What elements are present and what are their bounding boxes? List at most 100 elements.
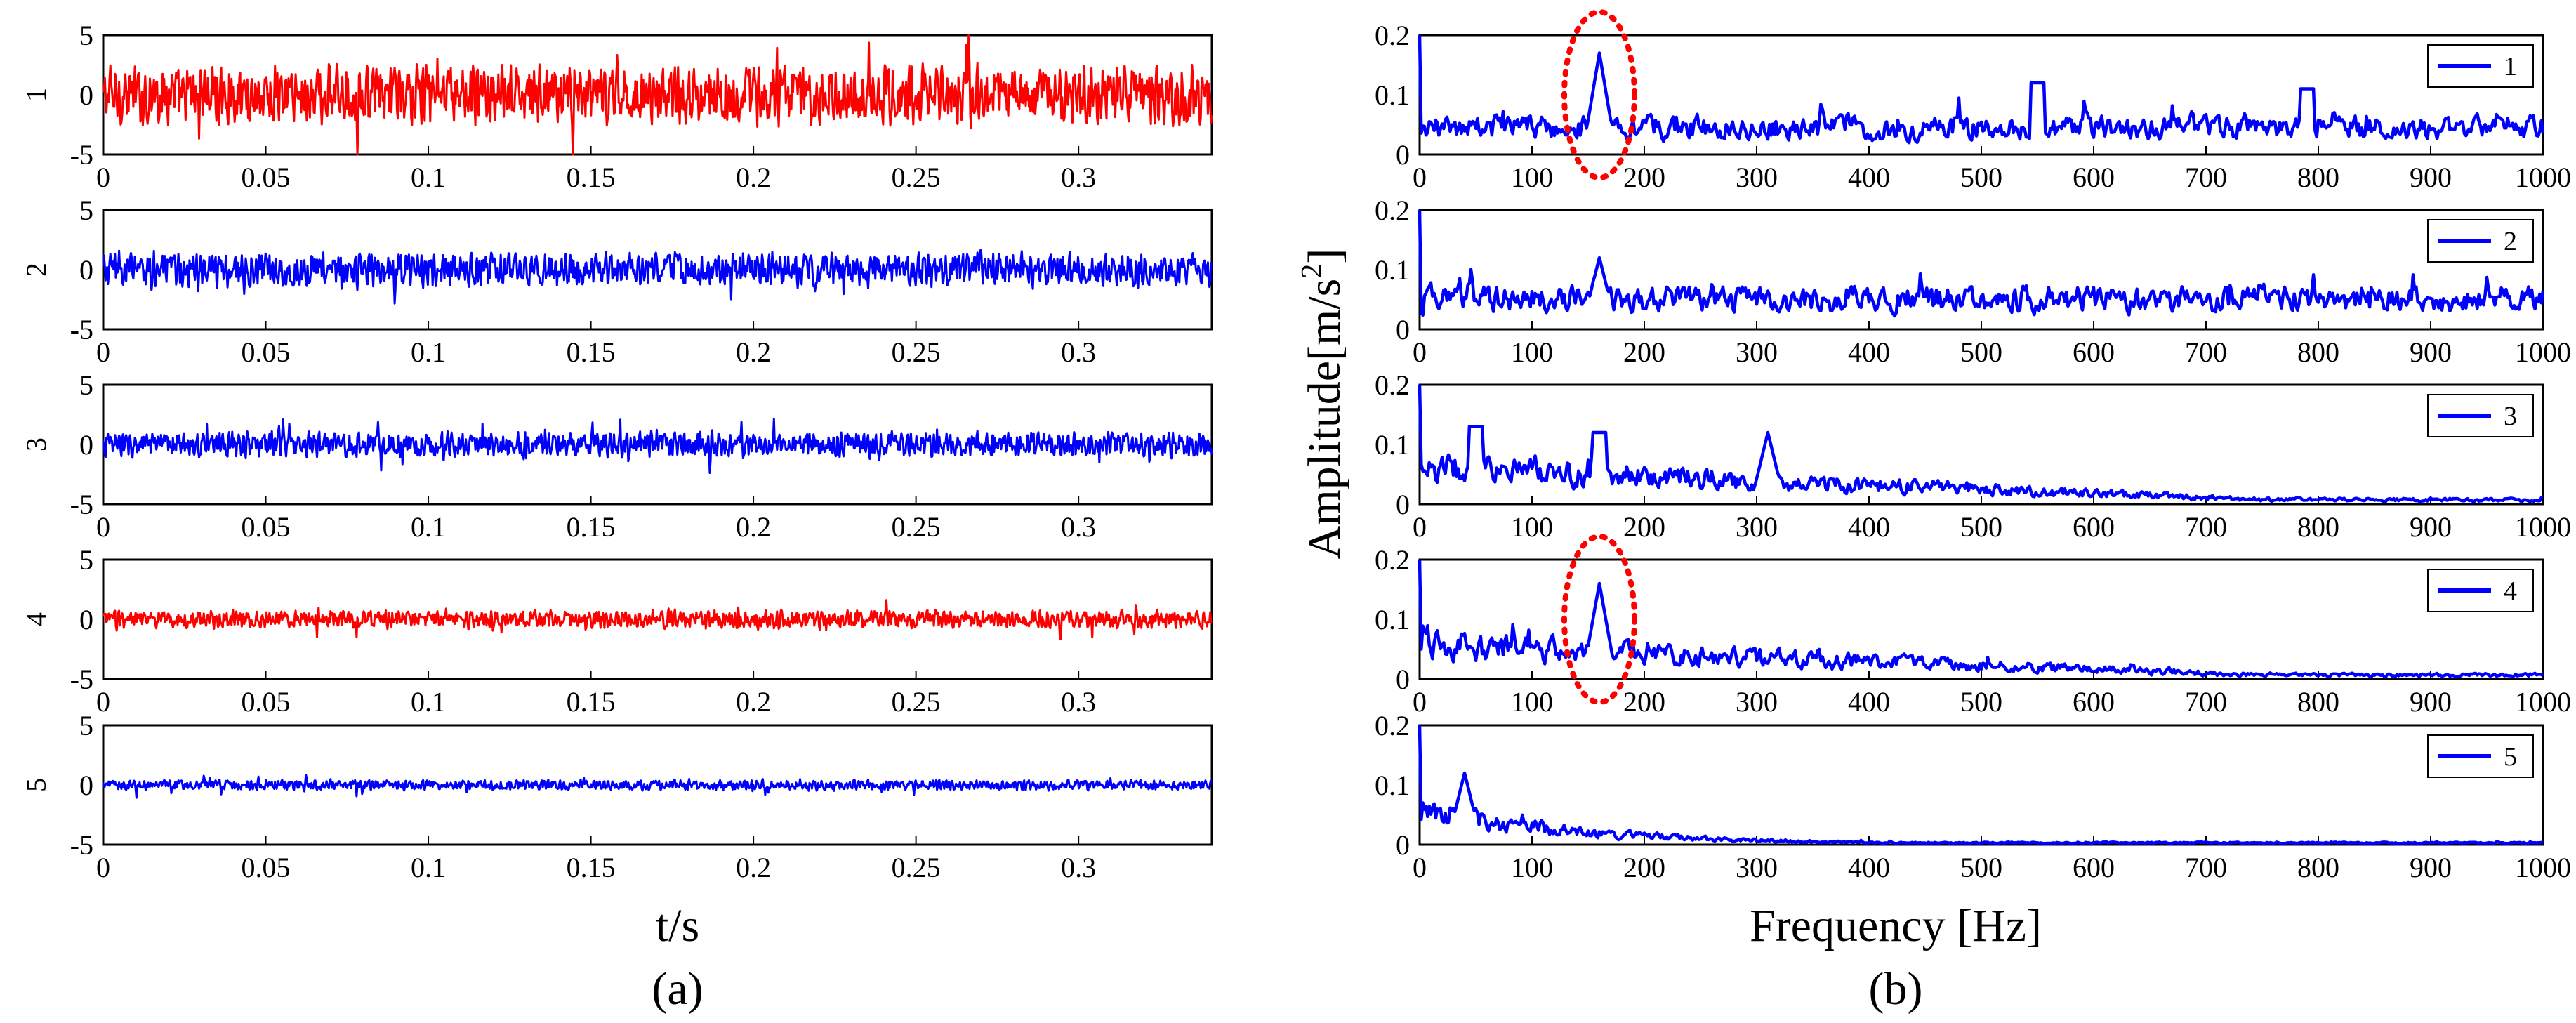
time-panel-3-ytick-label: -5: [70, 489, 93, 520]
spectrum-panel-5-ytick-label: 0: [1396, 829, 1410, 861]
spectrum-panel-5-xtick-label: 500: [1960, 852, 2002, 883]
spectrum-panel-2-xtick-label: 100: [1511, 336, 1553, 368]
spectrum-panel-4-xtick-label: 1000: [2515, 686, 2571, 718]
time-panel-5-xtick-label: 0: [96, 852, 110, 883]
spectrum-panel-4-xtick-label: 600: [2073, 686, 2115, 718]
legend-label-1: 1: [2504, 52, 2517, 81]
legend-label-2: 2: [2504, 227, 2517, 256]
time-series-2-line: [102, 249, 1213, 305]
spectrum-panel-3-xtick-label: 600: [2073, 511, 2115, 543]
time-panel-1-xtick-label: 0.05: [242, 161, 291, 193]
spectrum-panel-5-xtick-label: 0: [1413, 852, 1427, 883]
spectrum-panel-5-xtick-label: 200: [1623, 852, 1665, 883]
spectrum-panel-3-ytick-label: 0: [1396, 489, 1410, 520]
time-panel-5-xtick-label: 0.3: [1061, 852, 1096, 883]
time-panel-4-ylabel: 4: [20, 612, 52, 626]
time-panel-1-xtick-label: 0.1: [411, 161, 446, 193]
time-panel-2-xtick-label: 0.15: [567, 336, 616, 368]
time-panel-4-xtick-label: 0.1: [411, 686, 446, 718]
time-panel-4-ytick-label: 5: [79, 544, 93, 576]
spectrum-series-3-line: [1418, 384, 2544, 504]
legend-label-3: 3: [2504, 402, 2517, 431]
time-panel-5-xtick-label: 0.05: [242, 852, 291, 883]
spectrum-panel-5-xtick-label: 700: [2185, 852, 2227, 883]
spectrum-panel-4-ytick-label: 0.1: [1375, 604, 1410, 635]
spectrum-panel-2-ytick-label: 0: [1396, 314, 1410, 345]
time-series-4-line: [102, 599, 1213, 641]
time-panel-2-xtick-label: 0.25: [892, 336, 941, 368]
time-panel-2-axes-box: [102, 209, 1213, 331]
spectrum-panel-5-xtick-label: 300: [1736, 852, 1778, 883]
time-panel-1-ytick-label: 5: [79, 20, 93, 51]
frequency-axis-label: Frequency [Hz]: [1750, 900, 2042, 951]
time-panel-5-xtick-label: 0.25: [892, 852, 941, 883]
spectrum-panel-5-xtick-label: 600: [2073, 852, 2115, 883]
time-panel-1-axes-box: [102, 34, 1213, 156]
time-panel-2-xtick-label: 0: [96, 336, 110, 368]
amplitude-axis-label-end: ]: [1299, 249, 1350, 264]
spectrum-panel-3-xtick-label: 100: [1511, 511, 1553, 543]
spectrum-panel-3-xtick-label: 300: [1736, 511, 1778, 543]
spectrum-series-5-line: [1418, 725, 2544, 845]
spectrum-panel-2-ytick-label: 0.1: [1375, 254, 1410, 286]
spectrum-panel-2-xtick-label: 200: [1623, 336, 1665, 368]
legend-label-5: 5: [2504, 742, 2517, 772]
spectrum-panel-1-xtick-label: 400: [1848, 161, 1890, 193]
time-panel-3-ytick-label: 5: [79, 369, 93, 401]
time-panel-2-ytick-label: -5: [70, 314, 93, 345]
time-panel-4-xtick-label: 0.25: [892, 686, 941, 718]
spectrum-panel-2-xtick-label: 300: [1736, 336, 1778, 368]
spectrum-panel-1-xtick-label: 600: [2073, 161, 2115, 193]
spectrum-panel-2-xtick-label: 1000: [2515, 336, 2571, 368]
time-panel-1-xtick-label: 0: [96, 161, 110, 193]
time-panel-2-ylabel: 2: [20, 263, 52, 277]
spectrum-panel-4-xtick-label: 700: [2185, 686, 2227, 718]
spectrum-panel-2-xtick-label: 600: [2073, 336, 2115, 368]
time-panel-4-xtick-label: 0.15: [567, 686, 616, 718]
spectrum-panel-4-xtick-label: 0: [1413, 686, 1427, 718]
spectrum-panel-3-ytick-label: 0.1: [1375, 429, 1410, 461]
spectrum-series-1-line: [1418, 34, 2545, 145]
time-panel-3-xtick-label: 0.15: [567, 511, 616, 543]
time-panel-5-ytick-label: -5: [70, 829, 93, 861]
time-panel-4-xtick-label: 0.3: [1061, 686, 1096, 718]
spectrum-panel-4-ytick-label: 0: [1396, 664, 1410, 695]
spectrum-panel-4-xtick-label: 500: [1960, 686, 2002, 718]
spectrum-panel-5-xtick-label: 1000: [2515, 852, 2571, 883]
time-panel-3-xtick-label: 0.3: [1061, 511, 1096, 543]
spectrum-panel-4-xtick-label: 100: [1511, 686, 1553, 718]
time-panel-3-xtick-label: 0.2: [736, 511, 771, 543]
time-panel-3-ylabel: 3: [20, 437, 52, 451]
spectrum-series-4-line: [1418, 559, 2544, 679]
spectrum-panel-3-xtick-label: 200: [1623, 511, 1665, 543]
caption-a: (a): [652, 963, 703, 1015]
spectrum-panel-1-xtick-label: 0: [1413, 161, 1427, 193]
spectrum-panel-3-xtick-label: 500: [1960, 511, 2002, 543]
time-axis-label: t/s: [656, 900, 699, 951]
time-panel-5-xtick-label: 0.1: [411, 852, 446, 883]
spectrum-panel-2-xtick-label: 400: [1848, 336, 1890, 368]
spectrum-panel-1-ytick-label: 0.1: [1375, 79, 1410, 111]
time-panel-1-xtick-label: 0.25: [892, 161, 941, 193]
spectrum-panel-4-xtick-label: 900: [2410, 686, 2452, 718]
time-panel-4-xtick-label: 0.05: [242, 686, 291, 718]
spectrum-panel-4-xtick-label: 800: [2297, 686, 2339, 718]
spectrum-panel-1-xtick-label: 1000: [2515, 161, 2571, 193]
spectrum-panel-4-xtick-label: 300: [1736, 686, 1778, 718]
time-panel-4-ytick-label: 0: [79, 604, 93, 635]
time-panel-5-xtick-label: 0.15: [567, 852, 616, 883]
time-panel-4-xtick-label: 0: [96, 686, 110, 718]
spectrum-panel-2-xtick-label: 700: [2185, 336, 2227, 368]
time-panel-5-ytick-label: 5: [79, 710, 93, 741]
spectrum-panel-3-xtick-label: 0: [1413, 511, 1427, 543]
spectrum-panel-5-xtick-label: 900: [2410, 852, 2452, 883]
spectrum-panel-3-xtick-label: 400: [1848, 511, 1890, 543]
time-panel-2-ytick-label: 5: [79, 194, 93, 226]
time-panel-4-xtick-label: 0.2: [736, 686, 771, 718]
time-panel-5-ylabel: 5: [20, 778, 52, 792]
time-series-5-line: [102, 774, 1213, 799]
spectrum-panel-3-xtick-label: 900: [2410, 511, 2452, 543]
spectrum-panel-4-xtick-label: 400: [1848, 686, 1890, 718]
legend-label-4: 4: [2504, 576, 2517, 606]
